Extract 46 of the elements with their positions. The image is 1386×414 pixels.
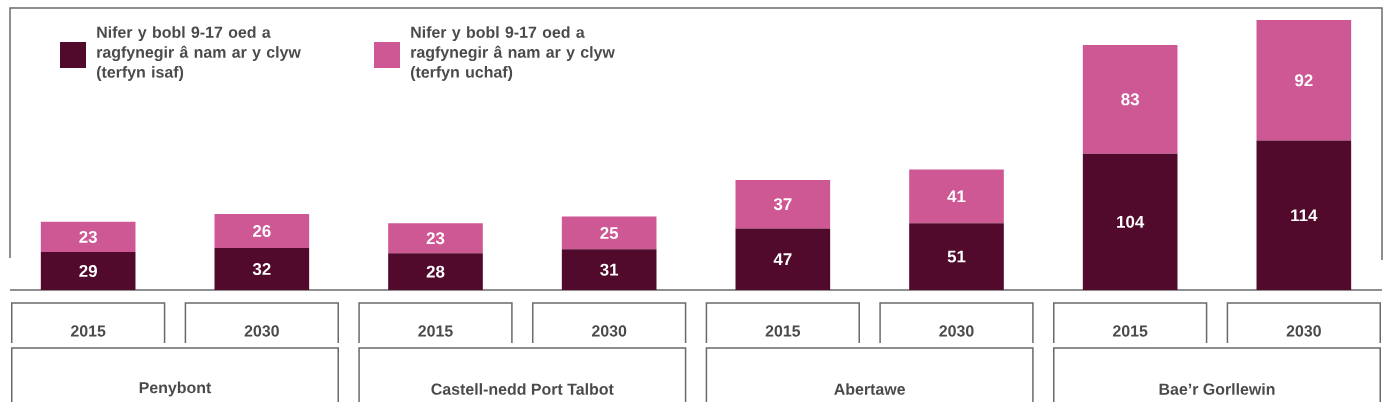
text: Castell-nedd Port Talbot — [431, 383, 614, 395]
x-tick-label: 2015 — [418, 325, 453, 337]
data-label: 28 — [426, 265, 445, 278]
data-label: 41 — [947, 190, 966, 203]
data-label: 47 — [773, 253, 792, 266]
bar — [214, 213, 310, 249]
data-label: 104 — [1117, 215, 1145, 228]
data-label: 31 — [600, 263, 619, 276]
bar — [1082, 153, 1178, 290]
data-label: 32 — [252, 263, 271, 276]
data-label: 23 — [79, 230, 97, 243]
bar — [388, 253, 483, 290]
legend-label: Nifer y bobl 9-17 oed a ragfynegir â nam ar y clyw (terfyn uchaf) — [411, 26, 615, 81]
data-label: 51 — [947, 250, 966, 263]
x-tick-label: 2030 — [244, 325, 279, 337]
bar — [1082, 44, 1178, 154]
text: Abertawe — [834, 383, 905, 395]
data-label: 37 — [773, 198, 792, 211]
bar — [561, 216, 657, 250]
bar — [735, 228, 831, 290]
x-tick-label: 2030 — [939, 325, 974, 337]
text: Bae’r Gorllewin — [1159, 383, 1275, 395]
data-label: 25 — [600, 226, 619, 239]
text: Penybont — [139, 381, 212, 397]
bar — [388, 223, 483, 254]
bar — [214, 248, 310, 290]
bar — [561, 249, 657, 290]
bar — [1256, 20, 1352, 141]
bar — [40, 251, 136, 290]
x-tick-label: 2015 — [70, 325, 106, 337]
bar — [1256, 140, 1352, 290]
x-tick-label: 2030 — [1286, 325, 1321, 337]
data-label: 114 — [1291, 209, 1318, 222]
legend-label: Nifer y bobl 9-17 oed a ragfynegir â nam ar y clyw (terfyn isaf) — [97, 26, 301, 81]
bar — [909, 169, 1004, 224]
data-label: 83 — [1121, 93, 1139, 106]
data-label: 26 — [253, 225, 271, 238]
x-tick-label: 2015 — [765, 325, 801, 337]
bar — [40, 221, 136, 252]
data-label: 92 — [1295, 74, 1313, 87]
data-label: 23 — [426, 232, 445, 245]
x-tick-label: 2030 — [591, 325, 627, 337]
x-tick-label: 2015 — [1112, 325, 1148, 337]
data-label: 29 — [79, 265, 97, 277]
bar — [909, 223, 1004, 290]
bar — [735, 179, 831, 229]
